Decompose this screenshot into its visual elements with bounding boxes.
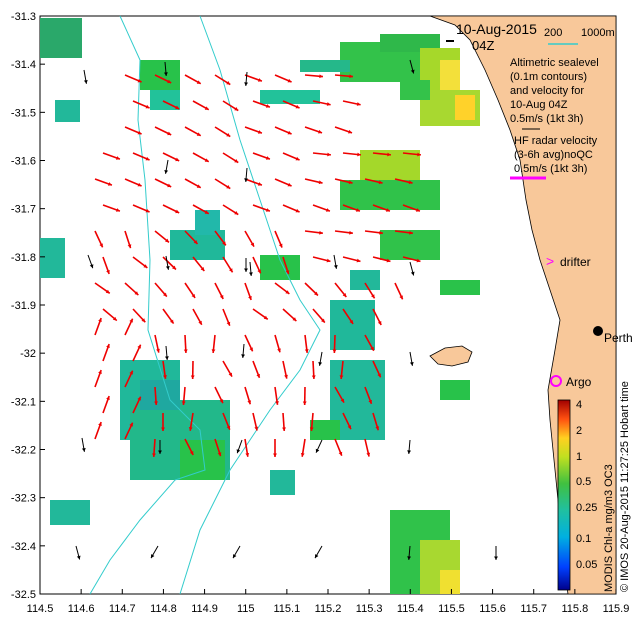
y-tick-label: -31.6 [11, 156, 36, 168]
colorbar-tick: 0.05 [576, 559, 597, 571]
alt-legend-line-2: and velocity for [510, 85, 584, 97]
y-tick-label: -31.5 [11, 107, 36, 119]
x-tick-label: 115.8 [561, 603, 588, 615]
x-tick-label: 114.6 [68, 603, 95, 615]
colorbar-tick: 0.5 [576, 476, 591, 488]
x-tick-label: 115.2 [315, 603, 342, 615]
y-tick-label: -32.2 [11, 445, 36, 457]
x-tick-label: 115.7 [520, 603, 547, 615]
x-tick-label: 115.3 [356, 603, 383, 615]
x-tick-label: 115.9 [603, 603, 630, 615]
y-tick-label: -32 [20, 348, 36, 360]
y-tick-label: -31.4 [11, 59, 36, 71]
hf-legend: HF radar velocity (3-6h avg)noQC 0.5m/s … [510, 135, 598, 178]
perth-marker [593, 326, 603, 336]
y-tick-label: -32.3 [11, 493, 36, 505]
title-marker [446, 40, 454, 42]
y-tick-label: -31.8 [11, 252, 36, 264]
perth-label: Perth [604, 331, 633, 345]
alt-legend-line-3: 10-Aug 04Z [510, 99, 568, 111]
colorbar-tick: 4 [576, 399, 582, 411]
colorbar-tick: 1 [576, 451, 582, 463]
alt-legend-line-1: (0.1m contours) [510, 71, 587, 83]
colorbar-tick: 0.25 [576, 502, 597, 514]
x-tick-label: 114.5 [27, 603, 54, 615]
drifter-label: drifter [560, 255, 591, 269]
y-tick-label: -32.1 [11, 396, 36, 408]
hf-legend-line-1: (3-6h avg)noQC [514, 149, 593, 161]
alt-legend-line-4: 0.5m/s (1kt 3h) [510, 113, 583, 125]
y-tick-label: -31.9 [11, 300, 36, 312]
bathy-label-200: 200 [544, 27, 562, 39]
y-tick-label: -32.5 [11, 589, 36, 601]
title-time: 04Z [472, 38, 494, 53]
x-tick-label: 114.7 [109, 603, 136, 615]
x-tick-label: 115.4 [397, 603, 424, 615]
colorbar-gradient [558, 400, 570, 590]
alt-legend-line-0: Altimetric sealevel [510, 57, 599, 69]
argo-label: Argo [566, 375, 592, 389]
y-tick-label: -31.3 [11, 11, 36, 23]
x-tick-label: 115 [237, 603, 255, 615]
credit-text: © IMOS 20-Aug-2015 11:27:25 Hobart time [619, 381, 631, 592]
y-tick-label: -32.4 [11, 541, 36, 553]
x-tick-label: 114.8 [150, 603, 177, 615]
hf-legend-line-2: 0.5m/s (1kt 3h) [514, 163, 587, 175]
colorbar-tick: 0.1 [576, 533, 591, 545]
hf-legend-line-0: HF radar velocity [514, 135, 598, 147]
y-tick-label: -31.7 [11, 204, 36, 216]
x-tick-label: 115.1 [273, 603, 300, 615]
title-date: 10-Aug-2015 [456, 21, 537, 37]
x-tick-label: 115.5 [438, 603, 465, 615]
x-tick-label: 115.6 [479, 603, 506, 615]
colorbar-caption: MODIS Chl-a mg/m3 OC3 [603, 464, 615, 592]
drifter-icon: > [546, 253, 554, 269]
bathy-label-1000: 1000m [581, 27, 615, 39]
x-tick-label: 114.9 [191, 603, 218, 615]
colorbar-tick: 2 [576, 425, 582, 437]
